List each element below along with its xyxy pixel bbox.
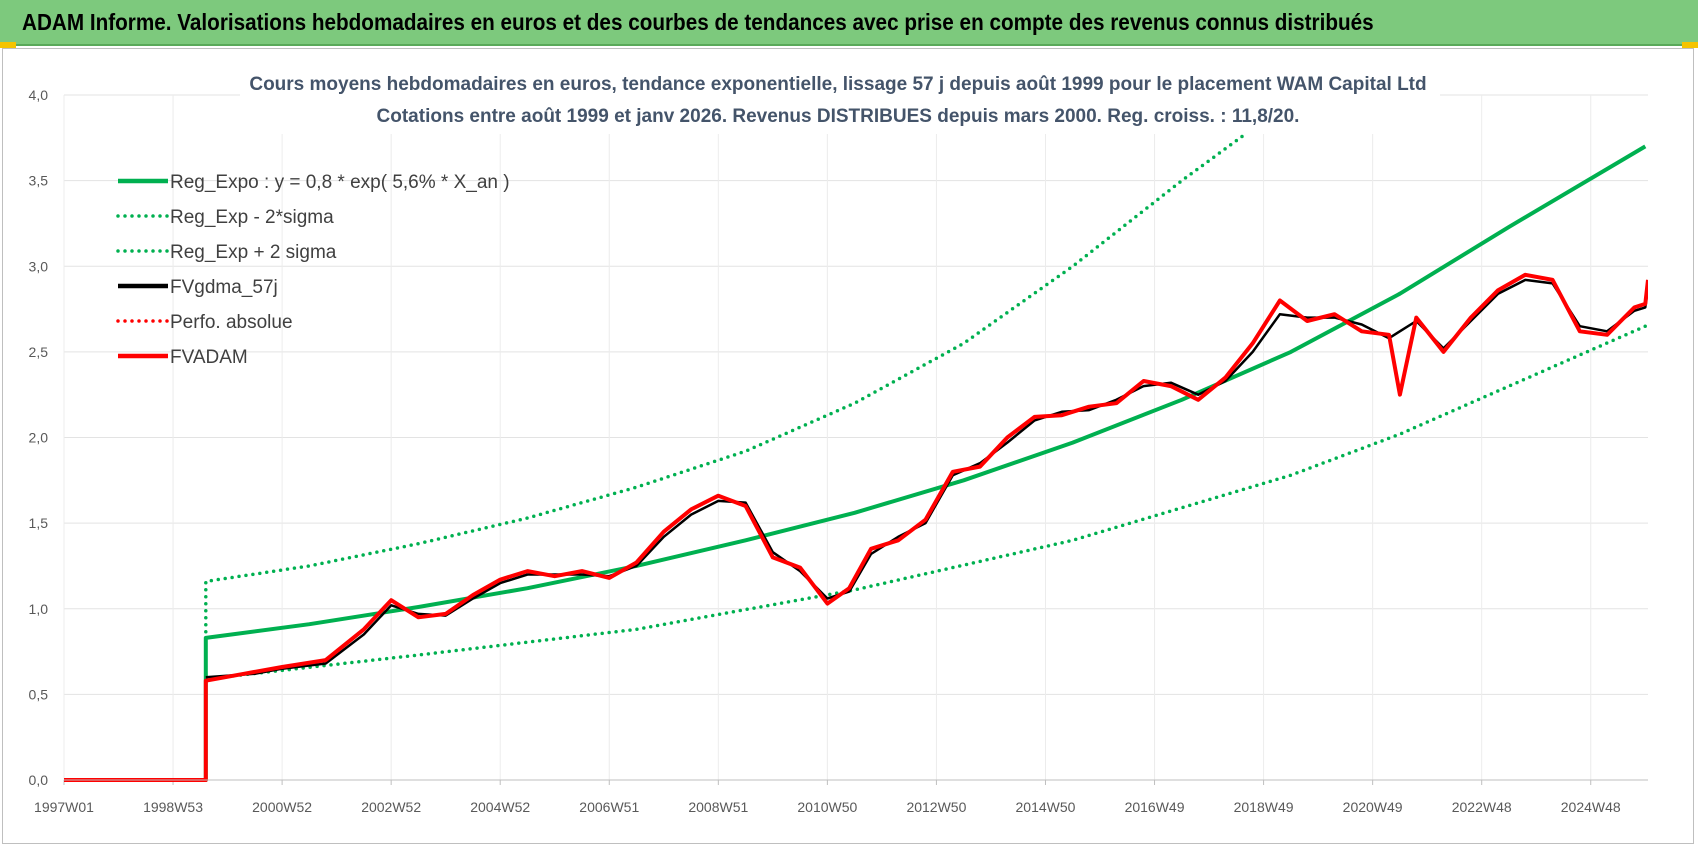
y-tick-label: 1,5 bbox=[29, 515, 49, 531]
chart-legend: Reg_Expo : y = 0,8 * exp( 5,6% * X_an ) R… bbox=[116, 172, 510, 368]
x-tick-label: 2014W50 bbox=[1016, 799, 1076, 815]
legend-label-5: FVADAM bbox=[170, 347, 248, 368]
series-line-1 bbox=[204, 324, 1648, 681]
x-tick-label: 2012W50 bbox=[906, 799, 966, 815]
x-tick-label: 1997W01 bbox=[34, 799, 94, 815]
legend-label-0: Reg_Expo : y = 0,8 * exp( 5,6% * X_an ) bbox=[170, 172, 510, 193]
y-tick-label: 2,0 bbox=[29, 430, 49, 446]
x-tick-label: 2024W48 bbox=[1561, 799, 1621, 815]
header-banner: ADAM Informe. Valorisations hebdomadaire… bbox=[0, 0, 1698, 46]
chart-subtitle: Cotations entre août 1999 et janv 2026. … bbox=[377, 106, 1300, 127]
y-axis-ticks: 0,0 0,5 1,0 1,5 2,0 2,5 3,0 3,5 4,0 bbox=[29, 87, 49, 788]
x-tick-label: 2020W49 bbox=[1343, 799, 1403, 815]
x-axis-ticks: 1997W01 1998W53 2000W52 2002W52 2004W52 2006W… bbox=[34, 799, 1621, 815]
x-tick-label: 2016W49 bbox=[1125, 799, 1185, 815]
x-tick-label: 2004W52 bbox=[470, 799, 530, 815]
series-line-5 bbox=[64, 272, 1648, 782]
y-tick-label: 2,5 bbox=[29, 344, 49, 360]
x-tick-label: 2022W48 bbox=[1452, 799, 1512, 815]
x-tick-label: 1998W53 bbox=[143, 799, 203, 815]
y-tick-label: 0,0 bbox=[29, 772, 49, 788]
x-tick-label: 2010W50 bbox=[797, 799, 857, 815]
y-tick-label: 3,5 bbox=[29, 173, 49, 189]
legend-label-3: FVgdma_57j bbox=[170, 277, 278, 298]
x-tick-label: 2018W49 bbox=[1234, 799, 1294, 815]
corner-marker-left bbox=[0, 42, 16, 48]
series-line-2 bbox=[204, 130, 1249, 676]
legend-label-4: Perfo. absolue bbox=[170, 312, 293, 333]
x-tick-label: 2008W51 bbox=[688, 799, 748, 815]
header-title: ADAM Informe. Valorisations hebdomadaire… bbox=[22, 9, 1374, 35]
y-tick-label: 3,0 bbox=[29, 258, 49, 274]
chart-title-block: Cours moyens hebdomadaires en euros, ten… bbox=[240, 66, 1440, 134]
chart-frame bbox=[2, 48, 1694, 844]
corner-marker-right bbox=[1682, 42, 1698, 48]
y-tick-label: 1,0 bbox=[29, 601, 49, 617]
legend-label-1: Reg_Exp - 2*sigma bbox=[170, 207, 334, 228]
chart-grid bbox=[63, 94, 1648, 785]
x-tick-label: 2000W52 bbox=[252, 799, 312, 815]
chart-title: Cours moyens hebdomadaires en euros, ten… bbox=[249, 74, 1426, 95]
y-tick-label: 4,0 bbox=[29, 87, 49, 103]
y-tick-label: 0,5 bbox=[29, 686, 49, 702]
x-tick-label: 2002W52 bbox=[361, 799, 421, 815]
x-tick-label: 2006W51 bbox=[579, 799, 639, 815]
series-layer bbox=[64, 130, 1648, 782]
legend-label-2: Reg_Exp + 2 sigma bbox=[170, 242, 337, 263]
